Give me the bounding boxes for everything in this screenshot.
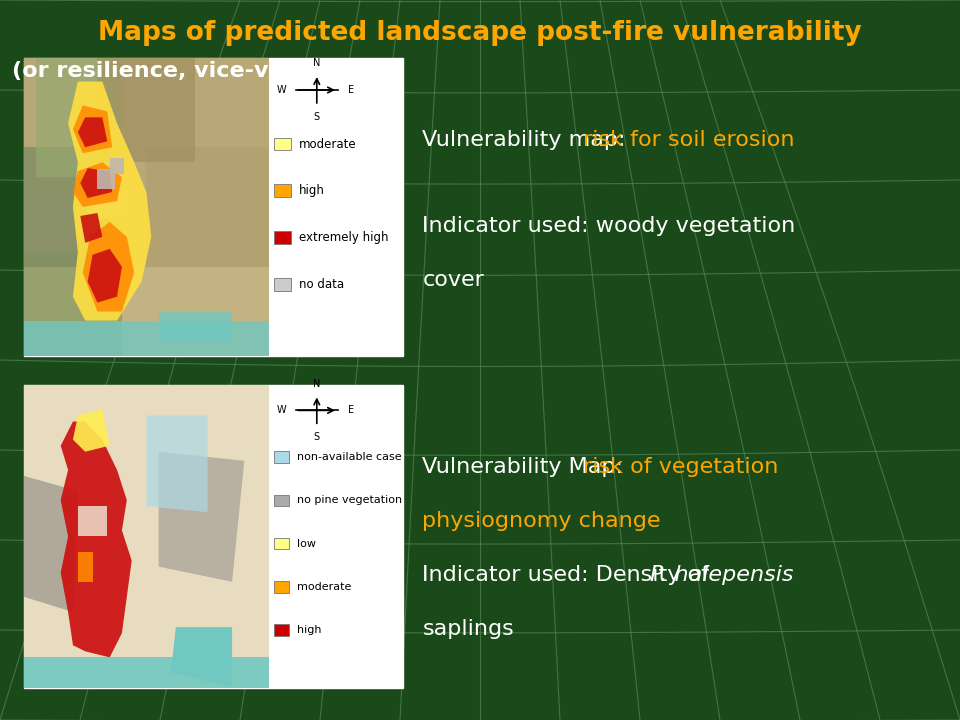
Bar bbox=[274, 538, 289, 549]
Text: N: N bbox=[313, 379, 321, 389]
Bar bbox=[274, 184, 291, 197]
Text: non-available case: non-available case bbox=[297, 452, 401, 462]
Bar bbox=[274, 581, 289, 593]
Polygon shape bbox=[81, 168, 112, 198]
Polygon shape bbox=[109, 158, 124, 174]
Bar bbox=[274, 278, 291, 291]
Polygon shape bbox=[158, 451, 244, 582]
Polygon shape bbox=[78, 183, 127, 222]
Text: W: W bbox=[276, 85, 286, 95]
Bar bbox=[274, 138, 291, 150]
Text: W: W bbox=[276, 405, 286, 415]
Bar bbox=[274, 231, 291, 244]
Polygon shape bbox=[171, 627, 232, 688]
Polygon shape bbox=[73, 162, 122, 207]
Polygon shape bbox=[60, 421, 132, 657]
Polygon shape bbox=[87, 249, 122, 302]
Text: (or resilience, vice-versa): (or resilience, vice-versa) bbox=[12, 61, 333, 81]
Bar bbox=[274, 495, 289, 506]
Text: Vulnerability map:: Vulnerability map: bbox=[422, 130, 633, 150]
Polygon shape bbox=[98, 169, 115, 189]
Bar bbox=[146, 148, 269, 267]
Text: E: E bbox=[348, 85, 353, 95]
Text: high: high bbox=[299, 184, 324, 197]
Bar bbox=[36, 58, 122, 177]
Text: P. halepensis: P. halepensis bbox=[651, 565, 794, 585]
Text: low: low bbox=[297, 539, 316, 549]
Bar bbox=[158, 312, 232, 341]
Text: Vulnerability Map:: Vulnerability Map: bbox=[422, 457, 631, 477]
Bar bbox=[24, 58, 269, 356]
Polygon shape bbox=[68, 81, 152, 320]
Text: no pine vegetation: no pine vegetation bbox=[297, 495, 402, 505]
Polygon shape bbox=[83, 222, 134, 312]
Bar bbox=[24, 58, 403, 356]
Bar bbox=[24, 252, 122, 356]
Text: moderate: moderate bbox=[297, 582, 351, 592]
Polygon shape bbox=[24, 476, 78, 612]
Text: N: N bbox=[313, 58, 321, 68]
Polygon shape bbox=[73, 105, 112, 153]
Polygon shape bbox=[78, 506, 108, 536]
Text: saplings: saplings bbox=[422, 619, 515, 639]
Text: Maps of predicted landscape post-fire vulnerability: Maps of predicted landscape post-fire vu… bbox=[98, 20, 862, 46]
Text: E: E bbox=[348, 405, 353, 415]
Text: physiognomy change: physiognomy change bbox=[422, 511, 660, 531]
Bar bbox=[274, 451, 289, 463]
Text: S: S bbox=[314, 112, 320, 122]
Bar bbox=[24, 385, 403, 688]
Text: extremely high: extremely high bbox=[299, 231, 388, 244]
Bar bbox=[24, 320, 269, 356]
Bar bbox=[98, 58, 196, 162]
Text: cover: cover bbox=[422, 270, 484, 290]
Bar bbox=[24, 657, 269, 688]
Text: risk of vegetation: risk of vegetation bbox=[583, 457, 779, 477]
Polygon shape bbox=[73, 410, 109, 451]
Polygon shape bbox=[78, 552, 92, 582]
Bar bbox=[274, 624, 289, 636]
Text: Indicator used: Density of: Indicator used: Density of bbox=[422, 565, 716, 585]
Bar bbox=[24, 148, 109, 267]
Text: moderate: moderate bbox=[299, 138, 356, 150]
Polygon shape bbox=[146, 415, 207, 512]
Bar bbox=[122, 266, 269, 356]
Text: risk for soil erosion: risk for soil erosion bbox=[583, 130, 795, 150]
Text: high: high bbox=[297, 625, 322, 635]
Bar bbox=[24, 385, 269, 688]
Text: no data: no data bbox=[299, 278, 344, 291]
Text: Indicator used: woody vegetation: Indicator used: woody vegetation bbox=[422, 216, 796, 236]
Polygon shape bbox=[81, 213, 103, 243]
Text: S: S bbox=[314, 432, 320, 442]
Polygon shape bbox=[78, 117, 108, 148]
